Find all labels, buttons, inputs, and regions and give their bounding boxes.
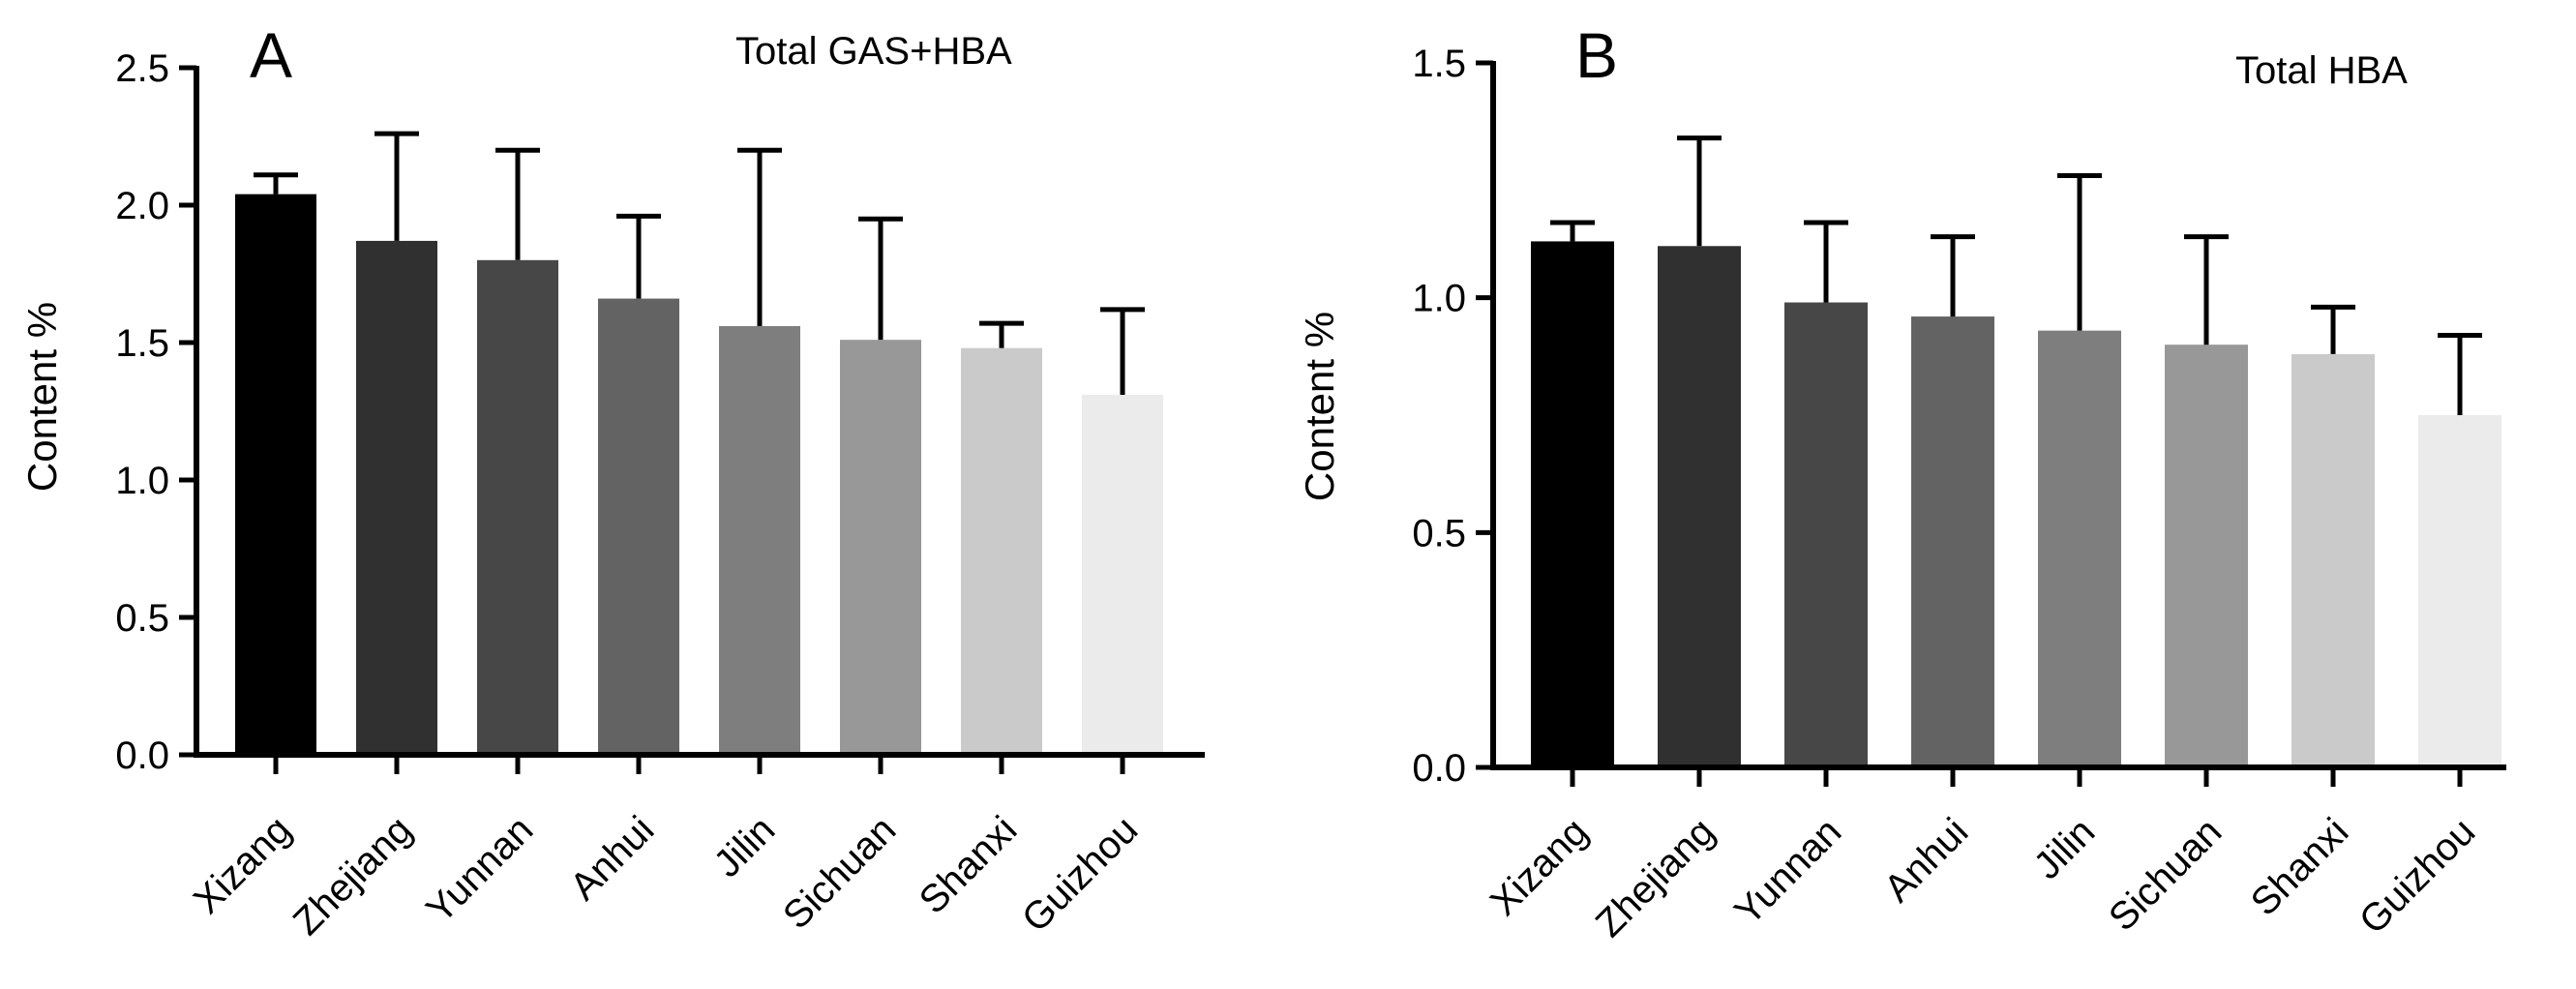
panel-a-category-label: Guizhou <box>1014 808 1146 940</box>
panel-b-bar-jilin <box>2038 330 2121 767</box>
panel-b-ytick-label: 0.0 <box>1412 747 1466 790</box>
panel-a-category-label: Anhui <box>562 808 662 908</box>
panel-b-title: Total HBA <box>2235 49 2408 92</box>
panel-b-category-label: Xizang <box>1483 810 1597 924</box>
panel-b-bar-anhui <box>1911 316 1994 767</box>
panel-b-errorbar-zhejiang <box>1677 135 1722 247</box>
panel-b-errorbar-yunnan <box>1804 220 1848 303</box>
panel-b-category-label: Guizhou <box>2351 810 2483 942</box>
panel-b-category-label: Zhejiang <box>1588 810 1723 945</box>
panel-a-ytick-label: 1.5 <box>115 322 169 365</box>
panel-a-ylabel: Content % <box>19 302 65 492</box>
panel-a-ytick-label: 2.0 <box>115 185 169 227</box>
panel-a-category-label: Yunnan <box>418 808 541 931</box>
panel-a-bar-xizang <box>235 194 316 755</box>
panel-a-bar-zhejiang <box>356 240 437 756</box>
panel-a-category-label: Shanxi <box>912 808 1026 922</box>
panel-b-bar-zhejiang <box>1658 246 1741 767</box>
panel-a: A Total GAS+HBA Content % 0.0 0.5 1.0 1.5 2.… <box>19 19 1205 944</box>
panel-a-bar-shanxi <box>961 347 1042 755</box>
panel-a-category-label: Xizang <box>186 808 300 922</box>
panel-b-ylabel: Content % <box>1297 312 1342 501</box>
panel-b-letter: B <box>1575 19 1618 91</box>
panel-b-ytick-label: 1.0 <box>1412 278 1466 320</box>
panel-b-bar-guizhou <box>2418 415 2501 767</box>
panel-a-errorbar-guizhou <box>1100 307 1145 395</box>
panel-a-errorbar-anhui <box>616 213 661 299</box>
panel-a-ytick-label: 0.5 <box>115 597 169 640</box>
panel-b-errorbar-anhui <box>1931 234 1975 317</box>
panel-a-category-label: Zhejiang <box>285 808 421 944</box>
panel-b-errorbar-sichuan <box>2184 234 2229 345</box>
panel-b-category-label: Shanxi <box>2243 810 2357 924</box>
panel-a-title: Total GAS+HBA <box>735 30 1012 73</box>
panel-a-category-label: Sichuan <box>775 808 904 937</box>
panel-a-errorbar-shanxi <box>979 320 1024 348</box>
panel-b-ytick-label: 1.5 <box>1412 43 1466 85</box>
panel-a-bar-guizhou <box>1082 394 1163 755</box>
panel-b-category-label: Anhui <box>1876 810 1976 910</box>
panel-a-ytick-label: 1.0 <box>115 460 169 502</box>
panel-a-ytick-label: 0.0 <box>115 734 169 777</box>
panel-a-errorbar-sichuan <box>858 216 903 341</box>
panel-a-errorbar-yunnan <box>495 147 540 260</box>
panel-a-bar-yunnan <box>477 259 558 755</box>
panel-b-category-label: Sichuan <box>2101 810 2230 939</box>
panel-b-bar-shanxi <box>2291 353 2375 767</box>
panel-a-category-label: Jilin <box>706 808 784 885</box>
panel-b-category-label: Jilin <box>2026 810 2104 887</box>
panel-a-errorbar-zhejiang <box>374 131 419 241</box>
panel-b-bar-yunnan <box>1784 302 1868 767</box>
panel-a-errorbar-xizang <box>254 172 298 195</box>
panel-b: B Total HBA Content % 0.0 0.5 1.0 1.5 Xizang… <box>1297 19 2506 945</box>
panel-a-bar-sichuan <box>840 340 921 755</box>
panel-a-letter: A <box>250 19 292 91</box>
panel-a-bar-anhui <box>598 298 679 755</box>
panel-b-category-label: Yunnan <box>1726 810 1849 933</box>
panel-b-errorbar-shanxi <box>2311 304 2355 354</box>
panel-a-ytick-label: 2.5 <box>115 47 169 90</box>
panel-b-ytick-label: 0.5 <box>1412 512 1466 554</box>
panel-a-bar-jilin <box>719 325 800 755</box>
panel-b-errorbar-jilin <box>2057 172 2102 331</box>
panel-b-bar-sichuan <box>2165 345 2248 767</box>
panel-b-errorbar-guizhou <box>2438 332 2482 415</box>
panel-a-errorbar-jilin <box>737 147 782 326</box>
panel-b-bar-xizang <box>1531 241 1614 768</box>
panel-b-errorbar-xizang <box>1550 220 1595 242</box>
